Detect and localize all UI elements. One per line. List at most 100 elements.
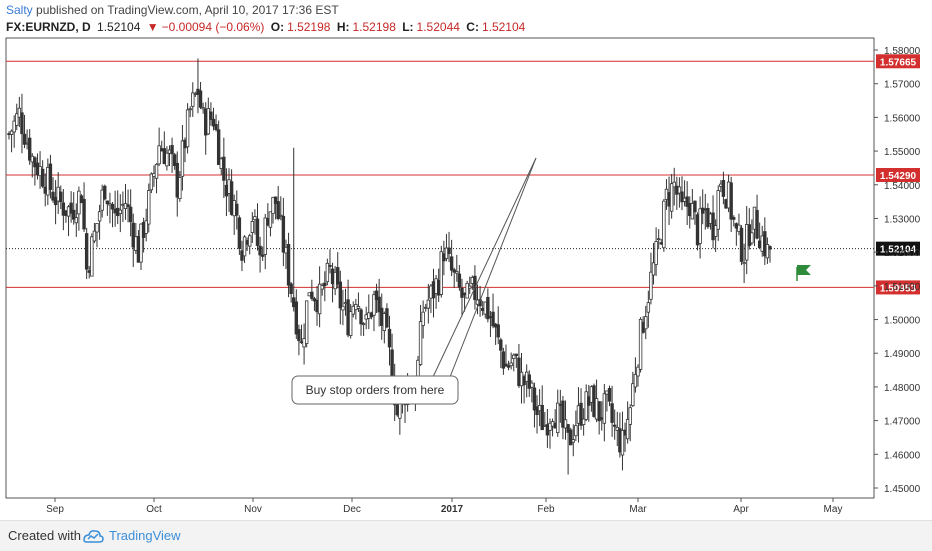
- candle-body: [579, 402, 583, 426]
- x-tick-label: Apr: [733, 504, 749, 515]
- candle-body: [636, 366, 640, 377]
- candle-body: [496, 324, 500, 338]
- candle-body: [649, 271, 653, 300]
- price-chart[interactable]: 1.57665 1.54290 1.50953 1.52104 1.45000 1.46…: [0, 0, 932, 520]
- y-tick-label: 1.58000: [884, 46, 921, 57]
- candle-body: [509, 362, 513, 367]
- candle-body: [248, 235, 252, 247]
- candle-body: [180, 140, 185, 177]
- candle-body: [449, 256, 454, 271]
- time-axis[interactable]: Sep Oct Nov Dec 2017 Feb Mar Apr May: [46, 498, 842, 515]
- candle-body: [149, 173, 154, 191]
- x-tick-label: Sep: [46, 504, 64, 515]
- callout-lines: [432, 157, 537, 378]
- level-label: 1.57665: [880, 57, 917, 68]
- candle-body: [486, 296, 490, 320]
- candle-body: [677, 186, 682, 194]
- candle-body: [48, 163, 53, 190]
- candle-body: [325, 262, 330, 283]
- candle-body: [568, 429, 573, 446]
- candle-body: [729, 182, 733, 220]
- candle-body: [255, 218, 260, 246]
- candle-body: [499, 339, 503, 351]
- candle-body: [250, 221, 255, 233]
- candle-body: [426, 299, 431, 309]
- candle-body: [328, 264, 332, 267]
- symbol-bar: FX:EURNZD, D 1.52104 ▼ −0.00094 (−0.06%) …: [6, 20, 528, 34]
- candle-body: [103, 185, 107, 200]
- candle-body: [28, 137, 32, 161]
- down-arrow-icon: ▼: [146, 20, 159, 34]
- candle-body: [198, 90, 203, 108]
- candle-body: [90, 236, 94, 277]
- price-axis[interactable]: 1.45000 1.46000 1.47000 1.48000 1.49000 1.500…: [874, 46, 921, 495]
- candle-body: [581, 418, 586, 425]
- candle-body: [185, 109, 190, 148]
- y-tick-label: 1.52000: [884, 248, 921, 259]
- candle-body: [654, 241, 658, 265]
- candle-body: [656, 238, 661, 241]
- candle-body: [154, 163, 159, 179]
- candle-body: [273, 196, 278, 204]
- level-label: 1.54290: [880, 171, 917, 182]
- candle-body: [607, 387, 612, 402]
- horizontal-levels: 1.57665 1.54290 1.50953 1.52104: [6, 54, 920, 295]
- candle-body: [304, 300, 309, 344]
- candle-body: [556, 402, 560, 434]
- footer: Created with TradingView: [0, 520, 932, 551]
- candle-body: [165, 152, 169, 167]
- level-label-bg: [876, 54, 920, 69]
- close-value: 1.52104: [481, 20, 526, 34]
- candle-body: [286, 243, 291, 286]
- candle-body: [263, 217, 267, 255]
- level-label-bg: [876, 280, 920, 295]
- x-tick-label: 2017: [441, 504, 464, 515]
- candle-body: [312, 298, 317, 302]
- candle-body: [118, 209, 123, 215]
- candle-body: [229, 181, 234, 215]
- y-tick-label: 1.57000: [884, 80, 921, 91]
- candle-body: [512, 354, 516, 359]
- candle-body: [61, 202, 66, 216]
- candle-body: [216, 129, 221, 165]
- last-price: 1.52104: [97, 20, 141, 34]
- candle-body: [20, 112, 24, 135]
- candle-body: [504, 363, 508, 367]
- candle-body: [235, 203, 239, 216]
- candle-body: [310, 291, 314, 299]
- author-name[interactable]: Salty: [6, 3, 33, 17]
- candle-body: [768, 246, 772, 250]
- x-tick-label: Nov: [244, 504, 262, 515]
- y-tick-label: 1.50000: [884, 316, 921, 327]
- x-tick-label: Oct: [146, 504, 162, 515]
- candle-body: [361, 323, 366, 326]
- candle-body: [377, 296, 381, 313]
- candle-body: [633, 373, 638, 388]
- candle-body: [191, 92, 195, 107]
- high-value: 1.52198: [352, 20, 396, 34]
- candle-body: [15, 113, 19, 126]
- candle-body: [721, 180, 726, 197]
- candle-body: [455, 271, 459, 274]
- candle-body: [385, 308, 389, 328]
- candle-body: [646, 302, 651, 313]
- candle-body: [755, 210, 759, 239]
- candle-body: [214, 124, 218, 131]
- candle-body: [222, 156, 226, 181]
- candle-body: [351, 305, 355, 315]
- candle-body: [739, 227, 744, 262]
- candle-body: [610, 403, 614, 423]
- candle-body: [74, 217, 78, 224]
- candle-body: [139, 223, 143, 263]
- candle-body: [320, 285, 324, 290]
- candle-body: [341, 305, 345, 311]
- flag-icon[interactable]: [796, 265, 811, 281]
- published-text: published on TradingView.com, April 10, …: [36, 3, 339, 17]
- candle-body: [72, 209, 76, 220]
- annotation-callout[interactable]: Buy stop orders from here: [291, 375, 459, 405]
- candle-body: [628, 407, 632, 425]
- y-tick-label: 1.56000: [884, 113, 921, 124]
- candle-body: [51, 191, 55, 201]
- brand-name: TradingView: [109, 528, 181, 543]
- symbol-name[interactable]: FX:EURNZD, D: [6, 20, 91, 34]
